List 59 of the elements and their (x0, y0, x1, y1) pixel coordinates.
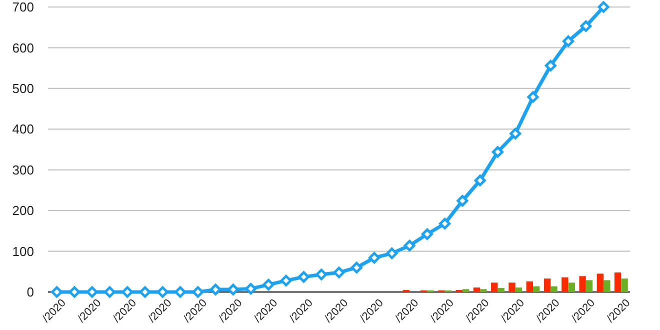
point (156, 286, 168, 298)
point (298, 271, 310, 283)
point (245, 282, 257, 294)
bar (604, 280, 610, 292)
point (580, 20, 592, 32)
point (386, 248, 398, 260)
y-tick-label: 500 (12, 80, 34, 96)
point (474, 174, 486, 186)
point (333, 266, 345, 278)
point (262, 278, 274, 290)
bar (614, 272, 622, 292)
bar (586, 280, 593, 292)
y-tick-label: 300 (12, 162, 34, 178)
point (350, 262, 362, 274)
bar (508, 282, 516, 292)
point (598, 1, 610, 13)
y-tick-label: 700 (12, 0, 34, 15)
bar (533, 286, 540, 292)
point (421, 228, 433, 240)
point (316, 268, 328, 280)
bar (498, 288, 504, 292)
bar (462, 289, 470, 292)
bar (544, 278, 551, 292)
point (210, 284, 222, 296)
y-tick-label: 400 (12, 122, 34, 137)
point (139, 286, 151, 298)
bar (596, 274, 604, 292)
y-tick-label: 600 (12, 40, 34, 56)
point (280, 274, 292, 286)
bar (579, 276, 586, 292)
point (174, 286, 186, 298)
bar (473, 288, 480, 292)
point (492, 146, 504, 158)
point (456, 195, 468, 207)
bar (491, 282, 498, 292)
point (68, 286, 80, 298)
point (368, 252, 380, 264)
y-tick-label: 0 (26, 284, 34, 300)
bar (526, 281, 533, 292)
bar (515, 288, 522, 292)
point (562, 35, 574, 47)
point (104, 286, 116, 298)
point (51, 286, 63, 298)
point (86, 286, 98, 298)
bar (480, 289, 487, 292)
bar (621, 278, 628, 292)
point (439, 218, 451, 230)
point (510, 128, 522, 140)
y-tick-label: 200 (12, 203, 34, 218)
bar (568, 282, 575, 292)
bar (550, 286, 558, 292)
point (122, 286, 134, 298)
bar (562, 277, 568, 292)
point (227, 284, 239, 296)
point (544, 60, 556, 72)
y-tick-label: 100 (12, 244, 34, 259)
point (404, 240, 416, 252)
point (527, 91, 539, 103)
point (192, 286, 204, 298)
